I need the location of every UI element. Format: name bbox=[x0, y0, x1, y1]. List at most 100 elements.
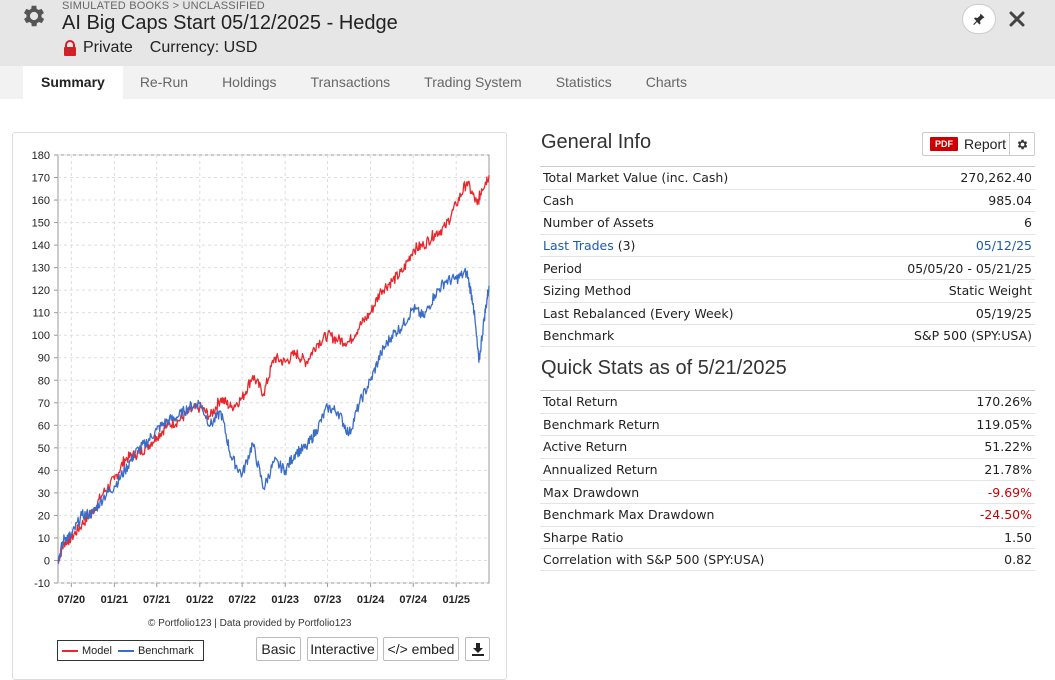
x-tick-label: 01/24 bbox=[357, 594, 385, 606]
y-tick-label: 40 bbox=[38, 465, 50, 477]
gear-icon[interactable] bbox=[20, 2, 48, 30]
y-tick-label: 30 bbox=[38, 488, 50, 500]
info-value: S&P 500 (SPY:USA) bbox=[913, 327, 1032, 343]
breadcrumb[interactable]: SIMULATED BOOKS > UNCLASSIFIED bbox=[62, 0, 265, 12]
chart-legend: Model Benchmark bbox=[57, 640, 204, 661]
basic-chart-button[interactable]: Basic bbox=[256, 637, 301, 661]
y-tick-label: 150 bbox=[32, 218, 50, 230]
embed-button[interactable]: </> embed bbox=[383, 637, 459, 661]
stat-value: 1.50 bbox=[1004, 529, 1032, 545]
tab-charts[interactable]: Charts bbox=[628, 66, 704, 99]
stat-value: 51.22% bbox=[984, 439, 1032, 455]
stat-label: Sharpe Ratio bbox=[543, 529, 624, 545]
y-tick-label: 100 bbox=[32, 330, 50, 342]
info-value: 05/19/25 bbox=[975, 305, 1032, 321]
legend-swatch-model bbox=[62, 649, 78, 652]
stat-row: Benchmark Return 119.05% bbox=[540, 412, 1035, 436]
x-tick-label: 07/21 bbox=[143, 594, 171, 606]
y-tick-label: 60 bbox=[38, 420, 50, 432]
x-tick-label: 07/22 bbox=[228, 594, 256, 606]
stat-label: Total Return bbox=[543, 394, 618, 410]
stat-value: 170.26% bbox=[976, 394, 1032, 410]
x-tick-label: 01/25 bbox=[442, 594, 470, 606]
last-trades-link[interactable]: Last Trades bbox=[543, 238, 614, 254]
stat-label: Annualized Return bbox=[543, 462, 658, 478]
interactive-chart-button[interactable]: Interactive bbox=[307, 637, 378, 661]
general-info-title: General Info bbox=[541, 131, 652, 153]
info-row: Sizing Method Static Weight bbox=[540, 278, 1035, 302]
info-row: Cash 985.04 bbox=[540, 188, 1035, 212]
stat-label: Benchmark Max Drawdown bbox=[543, 507, 715, 523]
stat-value: -24.50% bbox=[979, 507, 1032, 523]
tab-summary[interactable]: Summary bbox=[23, 66, 123, 99]
info-value: 985.04 bbox=[988, 192, 1032, 208]
performance-chart[interactable]: -10 0 10 20 30 40 50 60 70 80 90 100 110 120 130 140 150… bbox=[13, 133, 506, 613]
last-trades-count: (3) bbox=[613, 238, 636, 254]
stat-label: Benchmark Return bbox=[543, 416, 660, 432]
y-tick-label: 140 bbox=[32, 240, 50, 252]
legend-item-model[interactable]: Model bbox=[62, 645, 112, 657]
stat-value: 0.82 bbox=[1004, 551, 1032, 567]
info-label: Number of Assets bbox=[543, 215, 654, 231]
legend-label-model: Model bbox=[82, 644, 112, 657]
x-tick-label: 01/22 bbox=[186, 594, 214, 606]
x-tick-label: 01/21 bbox=[101, 594, 129, 606]
info-label: Total Market Value (inc. Cash) bbox=[543, 170, 729, 186]
y-tick-label: 120 bbox=[32, 285, 50, 297]
x-tick-label: 07/24 bbox=[399, 594, 427, 606]
gear-icon bbox=[1017, 139, 1027, 149]
pin-icon bbox=[973, 13, 985, 25]
info-row: Total Market Value (inc. Cash) 270,262.4… bbox=[540, 166, 1035, 189]
plot-area bbox=[57, 154, 490, 584]
pin-button[interactable] bbox=[962, 4, 996, 34]
x-tick-label: 07/23 bbox=[314, 594, 342, 606]
info-value: Static Weight bbox=[948, 283, 1032, 299]
tab-re-run[interactable]: Re-Run bbox=[122, 66, 206, 99]
stat-row: Sharpe Ratio 1.50 bbox=[540, 525, 1035, 549]
stat-row: Annualized Return 21.78% bbox=[540, 457, 1035, 481]
lock-icon bbox=[64, 40, 76, 56]
series-line-benchmark bbox=[57, 267, 490, 565]
quick-stats-title: Quick Stats as of 5/21/2025 bbox=[541, 357, 787, 379]
tab-transactions[interactable]: Transactions bbox=[293, 66, 408, 99]
stat-value: -9.69% bbox=[987, 484, 1032, 500]
report-settings-button[interactable] bbox=[1009, 133, 1034, 155]
report-button[interactable]: PDF Report bbox=[922, 132, 1035, 156]
stat-row: Correlation with S&P 500 (SPY:USA) 0.82 bbox=[540, 548, 1035, 571]
close-button[interactable] bbox=[1004, 6, 1030, 32]
download-icon bbox=[471, 643, 484, 656]
series-line-model bbox=[57, 175, 490, 562]
y-tick-label: 170 bbox=[32, 173, 50, 185]
stat-label: Max Drawdown bbox=[543, 484, 640, 500]
info-value: 05/05/20 - 05/21/25 bbox=[907, 260, 1032, 276]
legend-item-benchmark[interactable]: Benchmark bbox=[117, 644, 194, 657]
page-header: SIMULATED BOOKS > UNCLASSIFIED AI Big Ca… bbox=[0, 0, 1055, 66]
book-meta: Private Currency: USD bbox=[62, 39, 257, 57]
info-label: Period bbox=[543, 260, 582, 276]
x-tick-label: 01/23 bbox=[271, 594, 299, 606]
tab-holdings[interactable]: Holdings bbox=[205, 66, 294, 99]
close-icon bbox=[1009, 11, 1025, 27]
legend-label-benchmark: Benchmark bbox=[137, 644, 194, 657]
last-trades-date-link[interactable]: 05/12/25 bbox=[975, 238, 1032, 254]
y-tick-label: 50 bbox=[38, 443, 50, 455]
y-tick-label: 90 bbox=[38, 353, 50, 365]
stat-row: Total Return 170.26% bbox=[540, 390, 1035, 413]
general-info-table: Total Market Value (inc. Cash) 270,262.4… bbox=[540, 166, 1035, 347]
tab-trading-system[interactable]: Trading System bbox=[407, 66, 539, 99]
info-row: Period 05/05/20 - 05/21/25 bbox=[540, 256, 1035, 279]
x-tick-label: 07/20 bbox=[58, 594, 86, 606]
report-label: Report bbox=[964, 136, 1007, 152]
pdf-badge: PDF bbox=[930, 137, 958, 151]
download-button[interactable] bbox=[465, 637, 490, 661]
stat-row: Benchmark Max Drawdown -24.50% bbox=[540, 502, 1035, 526]
chart-credit: © Portfolio123 | Data provided by Portfo… bbox=[148, 618, 352, 629]
legend-swatch-benchmark bbox=[117, 649, 134, 652]
tab-statistics[interactable]: Statistics bbox=[538, 66, 629, 99]
visibility-label: Private bbox=[83, 39, 133, 56]
quick-stats-table: Total Return 170.26% Benchmark Return 11… bbox=[540, 390, 1035, 571]
y-tick-label: 0 bbox=[44, 555, 50, 567]
info-row: Number of Assets 6 bbox=[540, 211, 1035, 234]
y-tick-label: 130 bbox=[32, 263, 50, 275]
y-tick-label: 160 bbox=[32, 195, 50, 207]
